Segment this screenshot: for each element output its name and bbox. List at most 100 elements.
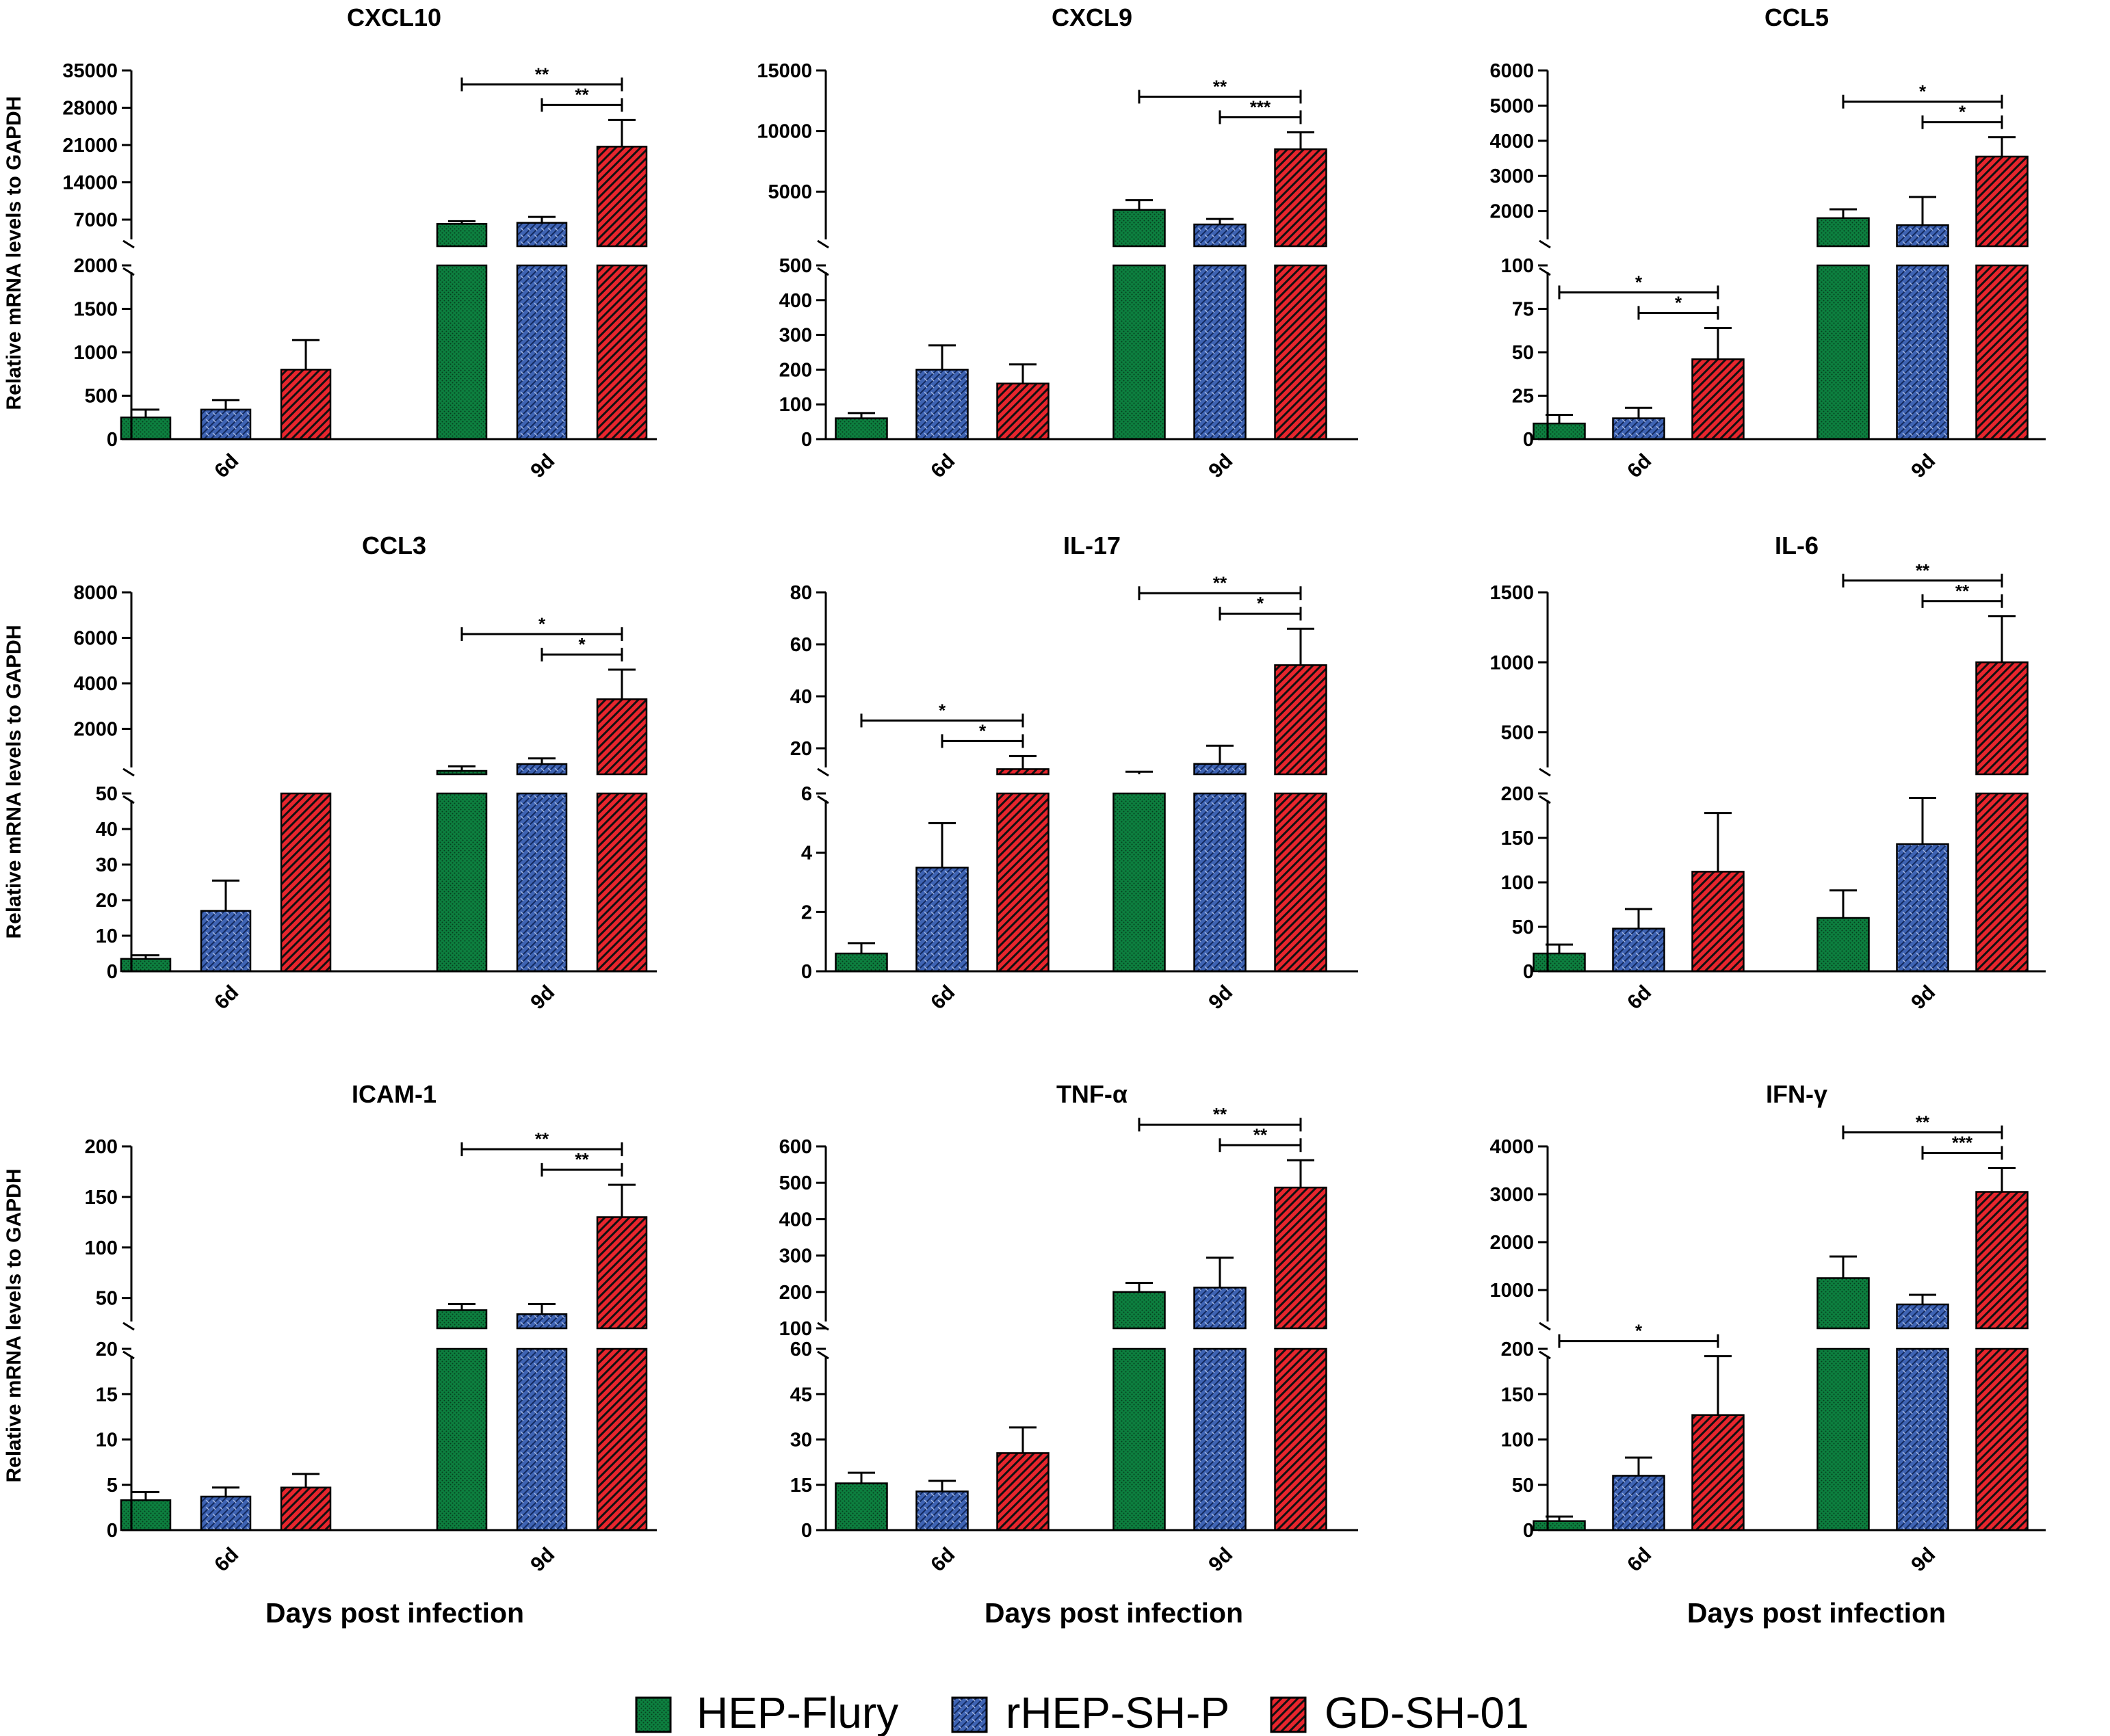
error-bar: [1988, 1167, 2016, 1192]
bar-gd-sh-01-6d-lower: [1691, 358, 1745, 440]
y-tick-label: 15: [96, 1384, 118, 1406]
error-bar: [1546, 1515, 1573, 1521]
y-tick-label: 20: [96, 1339, 118, 1360]
bar-hep-flury-9d-upper: [436, 770, 488, 776]
y-tick-label: 0: [801, 429, 812, 451]
significance-bracket: *: [1558, 272, 1719, 300]
error-bar: [1125, 1282, 1153, 1292]
significance-bracket: **: [1219, 1125, 1302, 1153]
bar-gd-sh-01-6d-lower: [280, 792, 332, 973]
significance-label: *: [939, 700, 946, 720]
significance-label: **: [1213, 76, 1227, 96]
y-tick-label: 15: [790, 1475, 812, 1497]
error-bar: [1206, 218, 1234, 225]
y-tick-label: 10: [96, 925, 118, 947]
error-bar: [448, 765, 476, 772]
bar-hep-flury-6d-lower: [835, 417, 888, 440]
significance-label: *: [1257, 593, 1264, 614]
bar-hep-flury-6d-lower: [835, 952, 888, 973]
error-bar: [1287, 627, 1314, 666]
error-bar: [132, 1490, 159, 1501]
bar-hep-flury-9d-upper: [436, 1309, 488, 1330]
y-tick-label: 30: [790, 1430, 812, 1451]
bar-rhep-sh-p-6d-lower: [915, 369, 969, 440]
chart-icam-1: ICAM-1 6d 9d 0 5 10 15 20 50 100 150 200 ** **: [85, 1080, 657, 1576]
significance-bracket: *: [1558, 1321, 1719, 1348]
bar-gd-sh-01-9d-lower: [1274, 264, 1327, 440]
axis-break-mark: [1539, 795, 1551, 804]
y-tick-label: 0: [801, 961, 812, 983]
y-tick-label: 4000: [73, 673, 118, 695]
y-tick-label: 200: [779, 1282, 812, 1304]
bar-rhep-sh-p-9d-upper: [1896, 224, 1949, 248]
error-bar: [1009, 1426, 1037, 1454]
group-label-6d: 6d: [926, 981, 959, 1014]
chart-title: ICAM-1: [352, 1080, 437, 1108]
bar-rhep-sh-p-9d-lower: [1896, 843, 1949, 973]
bar-rhep-sh-p-6d-lower: [200, 1495, 252, 1531]
y-tick-label: 150: [1501, 828, 1534, 850]
bar-rhep-sh-p-6d-lower: [200, 910, 252, 973]
bar-gd-sh-01-9d-lower: [1274, 792, 1327, 973]
legend-label-hep-flury: HEP-Flury: [696, 1688, 898, 1736]
y-tick-label: 50: [1512, 1475, 1534, 1497]
bar-hep-flury-9d-lower: [436, 264, 488, 440]
bar-gd-sh-01-9d-upper: [1975, 155, 2029, 248]
y-tick-label: 0: [1523, 961, 1534, 983]
bar-gd-sh-01-9d-lower: [1975, 264, 2029, 440]
error-bar: [928, 1479, 956, 1492]
axis-break-mark: [122, 1350, 135, 1360]
bar-hep-flury-9d-lower: [1112, 1347, 1166, 1531]
y-tick-label: 5: [107, 1475, 118, 1497]
bar-gd-sh-01-9d-lower: [596, 264, 648, 440]
bar-gd-sh-01-9d-lower: [596, 792, 648, 973]
y-tick-label: 100: [1501, 1430, 1534, 1451]
bar-hep-flury-9d-lower: [1112, 792, 1166, 973]
y-tick-label: 2000: [1489, 201, 1534, 223]
error-bar: [1546, 943, 1573, 954]
bar-hep-flury-6d-lower: [1533, 1520, 1586, 1531]
significance-label: *: [1635, 272, 1643, 292]
bar-rhep-sh-p-9d-lower: [516, 1347, 568, 1531]
bar-hep-flury-6d-lower: [120, 1499, 172, 1531]
bar-gd-sh-01-9d-lower: [1274, 1347, 1327, 1531]
significance-label: **: [535, 64, 549, 84]
bar-gd-sh-01-9d-upper: [596, 698, 648, 776]
y-tick-label: 10000: [757, 121, 812, 143]
chart-il-6: IL-6 6d 9d 0 50 100 150 200 500 1000 1500 ** **: [1489, 531, 2046, 1014]
legend-swatch-hep-flury: [635, 1696, 672, 1733]
error-bar: [1125, 770, 1153, 774]
significance-bracket: *: [1842, 81, 2003, 109]
y-tick-label: 6: [801, 783, 812, 805]
chart-title: CXCL10: [347, 3, 441, 31]
bar-gd-sh-01-6d-lower: [280, 369, 332, 440]
error-bar: [212, 879, 239, 911]
y-tick-label: 4: [801, 843, 812, 865]
y-tick-label: 6000: [73, 628, 118, 650]
significance-label: *: [1919, 81, 1927, 102]
bar-hep-flury-6d-lower: [120, 417, 172, 440]
y-tick-label: 1000: [1489, 1280, 1534, 1302]
y-tick-label: 0: [107, 1520, 118, 1542]
y-tick-label: 5000: [768, 181, 812, 203]
bar-rhep-sh-p-9d-upper: [1193, 763, 1247, 776]
axis-break-mark: [817, 1321, 829, 1331]
significance-bracket: *: [1219, 593, 1302, 621]
group-label-9d: 9d: [1907, 449, 1940, 482]
y-tick-label: 500: [85, 386, 118, 408]
error-bar: [848, 412, 875, 419]
group-label-6d: 6d: [210, 1543, 243, 1576]
bar-gd-sh-01-6d-lower: [996, 792, 1050, 973]
error-bar: [1009, 363, 1037, 384]
y-tick-label: 0: [1523, 429, 1534, 451]
significance-label: **: [1253, 1125, 1268, 1145]
significance-bracket: *: [1921, 102, 2003, 129]
error-bar: [448, 220, 476, 224]
significance-bracket: **: [1842, 1112, 2003, 1140]
y-tick-label: 0: [801, 1520, 812, 1542]
y-tick-label: 600: [779, 1136, 812, 1158]
axis-break-mark: [122, 267, 135, 276]
bar-hep-flury-9d-lower: [1816, 917, 1870, 973]
bar-gd-sh-01-9d-upper: [1274, 148, 1327, 248]
y-tick-label: 4000: [1489, 1136, 1534, 1158]
